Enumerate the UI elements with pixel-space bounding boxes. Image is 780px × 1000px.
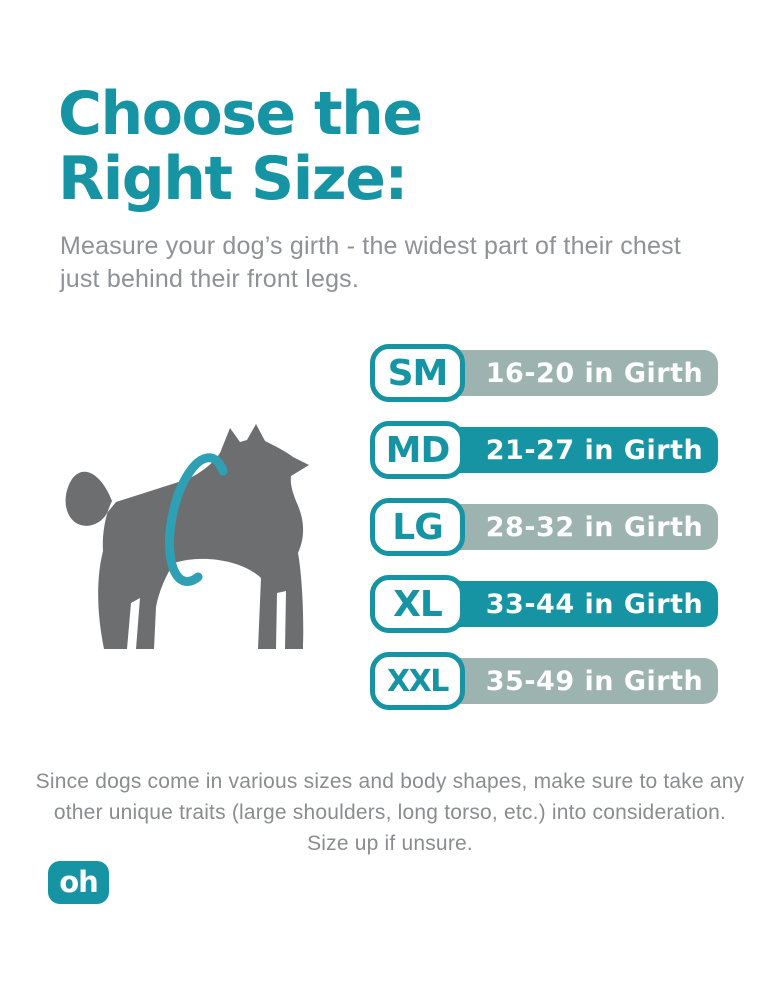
size-badge-xxl: XXL	[370, 652, 465, 710]
size-badge-lg: LG	[370, 498, 465, 556]
girth-value-md: 21-27 in Girth	[485, 434, 704, 466]
size-label-xl: XL	[393, 583, 443, 625]
girth-value-xxl: 35-49 in Girth	[485, 665, 704, 697]
size-badge-sm: SM	[370, 344, 465, 402]
size-row-md: 21-27 in Girth MD	[370, 421, 718, 479]
page-title-line-1: Choose the	[58, 79, 423, 149]
girth-ring-icon	[165, 453, 228, 586]
measure-instructions-line-2: chest just behind their front legs.	[60, 232, 681, 293]
size-badge-xl: XL	[370, 575, 465, 633]
size-row-xxl: 35-49 in Girth XXL	[370, 652, 718, 710]
sizing-disclaimer: Since dogs come in various sizes and bod…	[0, 766, 780, 859]
girth-bar-md: 21-27 in Girth	[445, 427, 718, 473]
brand-logo: oh	[48, 861, 109, 904]
girth-bar-xl: 33-44 in Girth	[445, 581, 718, 627]
girth-bar-xxl: 35-49 in Girth	[445, 658, 718, 704]
size-label-sm: SM	[387, 352, 449, 394]
girth-bar-sm: 16-20 in Girth	[445, 350, 718, 396]
size-label-md: MD	[385, 429, 451, 471]
size-label-xxl: XXL	[387, 663, 449, 699]
size-badge-md: MD	[370, 421, 465, 479]
girth-value-lg: 28-32 in Girth	[485, 511, 704, 543]
page-title-line-2: Right Size:	[58, 144, 408, 214]
girth-value-xl: 33-44 in Girth	[485, 588, 704, 620]
size-table: 16-20 in Girth SM 21-27 in Girth MD 28-3…	[370, 344, 718, 729]
brand-logo-text: oh	[59, 864, 99, 899]
sizing-disclaimer-line-2: other unique traits (large shoulders, lo…	[53, 801, 727, 824]
size-label-lg: LG	[392, 506, 443, 548]
sizing-disclaimer-line-1: Since dogs come in various sizes and bod…	[35, 770, 745, 793]
size-row-xl: 33-44 in Girth XL	[370, 575, 718, 633]
sizing-disclaimer-line-3: Size up if unsure.	[307, 832, 473, 855]
dog-silhouette-icon	[65, 424, 309, 649]
girth-value-sm: 16-20 in Girth	[485, 357, 704, 389]
page-title: Choose the Right Size:	[58, 79, 423, 214]
dog-silhouette-illustration	[62, 423, 314, 655]
measure-instructions: Measure your dog’s girth - the widest pa…	[60, 230, 700, 296]
size-row-sm: 16-20 in Girth SM	[370, 344, 718, 402]
size-row-lg: 28-32 in Girth LG	[370, 498, 718, 556]
girth-bar-lg: 28-32 in Girth	[445, 504, 718, 550]
measure-instructions-line-1: Measure your dog’s girth - the widest pa…	[60, 232, 614, 260]
